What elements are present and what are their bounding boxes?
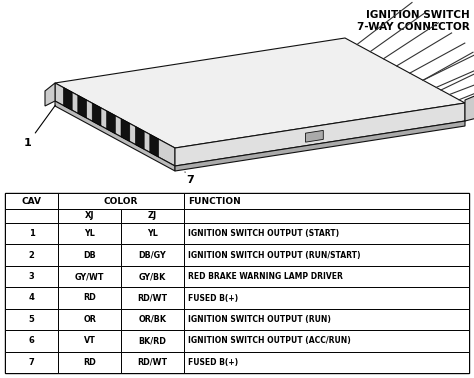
- Bar: [5, 287, 58, 309]
- Bar: [58, 266, 121, 287]
- Text: 7: 7: [29, 358, 35, 367]
- Text: RED BRAKE WARNING LAMP DRIVER: RED BRAKE WARNING LAMP DRIVER: [188, 272, 343, 281]
- Bar: [121, 330, 183, 352]
- Text: GY/WT: GY/WT: [75, 272, 104, 281]
- Text: 2: 2: [29, 251, 35, 260]
- Text: 3: 3: [29, 272, 35, 281]
- Bar: [5, 330, 58, 352]
- Bar: [121, 266, 183, 287]
- Text: IGNITION SWITCH OUTPUT (ACC/RUN): IGNITION SWITCH OUTPUT (ACC/RUN): [188, 336, 350, 345]
- Text: OR: OR: [83, 315, 96, 324]
- Bar: [121, 287, 183, 309]
- Bar: [58, 193, 183, 209]
- Polygon shape: [55, 83, 175, 166]
- Text: XJ: XJ: [85, 212, 94, 220]
- Text: VT: VT: [84, 336, 96, 345]
- Bar: [5, 193, 58, 209]
- Polygon shape: [465, 95, 474, 121]
- Text: COLOR: COLOR: [104, 197, 138, 206]
- Text: OR/BK: OR/BK: [138, 315, 166, 324]
- Text: 4: 4: [29, 293, 35, 302]
- Polygon shape: [107, 111, 115, 134]
- Text: FUSED B(+): FUSED B(+): [188, 293, 238, 302]
- Bar: [183, 193, 469, 209]
- Bar: [183, 266, 469, 287]
- Polygon shape: [78, 95, 87, 118]
- Bar: [58, 352, 121, 373]
- Polygon shape: [92, 103, 101, 126]
- Bar: [5, 352, 58, 373]
- Text: YL: YL: [84, 229, 95, 238]
- Polygon shape: [45, 83, 55, 106]
- Bar: [5, 245, 58, 266]
- Text: RD/WT: RD/WT: [137, 358, 167, 367]
- Text: RD: RD: [83, 358, 96, 367]
- Bar: [58, 209, 121, 223]
- Text: 1: 1: [24, 105, 55, 148]
- Polygon shape: [175, 103, 465, 166]
- Polygon shape: [121, 119, 130, 141]
- Polygon shape: [175, 121, 465, 171]
- Bar: [5, 223, 58, 245]
- Text: DB: DB: [83, 251, 96, 260]
- Bar: [58, 223, 121, 245]
- Bar: [5, 209, 58, 223]
- Bar: [121, 309, 183, 330]
- Bar: [121, 223, 183, 245]
- Text: 6: 6: [29, 336, 35, 345]
- Text: IGNITION SWITCH OUTPUT (RUN): IGNITION SWITCH OUTPUT (RUN): [188, 315, 330, 324]
- Bar: [183, 209, 469, 223]
- Polygon shape: [136, 127, 144, 149]
- Text: CAV: CAV: [22, 197, 42, 206]
- Bar: [58, 330, 121, 352]
- Polygon shape: [55, 101, 175, 171]
- Bar: [183, 223, 469, 245]
- Text: IGNITION SWITCH OUTPUT (START): IGNITION SWITCH OUTPUT (START): [188, 229, 339, 238]
- Text: RD/WT: RD/WT: [137, 293, 167, 302]
- Bar: [183, 287, 469, 309]
- Text: 7: 7: [185, 172, 194, 185]
- Text: BK/RD: BK/RD: [138, 336, 166, 345]
- Polygon shape: [55, 38, 465, 148]
- Bar: [58, 309, 121, 330]
- Text: FUSED B(+): FUSED B(+): [188, 358, 238, 367]
- Bar: [5, 266, 58, 287]
- Text: RD: RD: [83, 293, 96, 302]
- Text: IGNITION SWITCH OUTPUT (RUN/START): IGNITION SWITCH OUTPUT (RUN/START): [188, 251, 360, 260]
- Bar: [183, 245, 469, 266]
- Polygon shape: [306, 130, 323, 142]
- Bar: [5, 193, 469, 373]
- Text: DB/GY: DB/GY: [138, 251, 166, 260]
- Bar: [121, 352, 183, 373]
- Text: 1: 1: [29, 229, 35, 238]
- Bar: [183, 330, 469, 352]
- Text: GY/BK: GY/BK: [139, 272, 166, 281]
- Bar: [121, 209, 183, 223]
- Bar: [183, 309, 469, 330]
- Bar: [121, 245, 183, 266]
- Text: FUNCTION: FUNCTION: [188, 197, 240, 206]
- Bar: [58, 245, 121, 266]
- Bar: [5, 309, 58, 330]
- Polygon shape: [150, 134, 159, 157]
- Text: 7-WAY CONNECTOR: 7-WAY CONNECTOR: [357, 22, 470, 32]
- Polygon shape: [64, 88, 72, 110]
- Bar: [183, 352, 469, 373]
- Text: 5: 5: [29, 315, 35, 324]
- Text: IGNITION SWITCH: IGNITION SWITCH: [366, 10, 470, 20]
- Text: YL: YL: [147, 229, 158, 238]
- Text: ZJ: ZJ: [148, 212, 157, 220]
- Bar: [58, 287, 121, 309]
